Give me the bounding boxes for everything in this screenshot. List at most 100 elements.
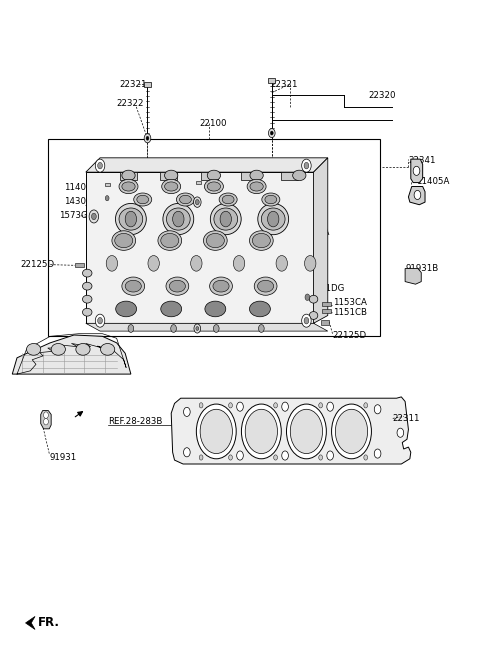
Text: 22100: 22100 [200,119,227,128]
Circle shape [125,212,137,227]
Text: 1153CA: 1153CA [333,298,366,307]
Ellipse shape [26,344,41,355]
Circle shape [413,166,420,175]
Ellipse shape [169,281,185,292]
Circle shape [414,191,421,200]
Ellipse shape [83,269,92,277]
Circle shape [97,162,102,169]
Circle shape [237,451,243,460]
Text: 22320: 22320 [368,91,396,100]
Ellipse shape [250,301,270,317]
Ellipse shape [250,231,273,250]
Circle shape [200,409,232,453]
Circle shape [196,327,199,330]
Ellipse shape [161,301,181,317]
Circle shape [364,403,368,408]
Ellipse shape [116,301,137,317]
Circle shape [193,197,201,208]
Bar [321,320,329,325]
Text: 91931: 91931 [49,453,76,462]
Circle shape [270,131,273,135]
Ellipse shape [254,277,277,295]
Circle shape [97,317,102,324]
Circle shape [146,136,149,140]
Circle shape [301,159,311,172]
Polygon shape [25,616,35,629]
Ellipse shape [122,170,135,181]
Text: 22311: 22311 [393,414,420,423]
Circle shape [195,200,199,205]
Text: 22125D: 22125D [21,260,55,269]
Ellipse shape [210,204,241,235]
Ellipse shape [177,193,194,206]
Text: 1430JB: 1430JB [64,197,95,206]
Text: 1573GE: 1573GE [59,212,93,220]
Circle shape [319,455,323,460]
Circle shape [105,196,109,201]
Ellipse shape [100,344,115,355]
Ellipse shape [161,233,179,248]
Ellipse shape [180,195,192,204]
Circle shape [282,451,288,460]
Ellipse shape [250,170,263,181]
Circle shape [96,159,105,172]
Circle shape [397,428,404,438]
Ellipse shape [252,233,270,248]
Polygon shape [12,335,131,374]
Circle shape [336,409,368,453]
Circle shape [327,402,334,411]
Ellipse shape [76,344,90,355]
Circle shape [304,162,309,169]
Ellipse shape [293,170,306,181]
Circle shape [274,403,277,408]
Bar [241,172,258,180]
Ellipse shape [122,182,135,191]
Ellipse shape [166,277,189,295]
Circle shape [259,325,264,332]
Ellipse shape [205,301,226,317]
Ellipse shape [207,182,220,191]
Circle shape [241,404,281,459]
Circle shape [183,407,190,417]
Circle shape [194,324,201,333]
Ellipse shape [207,170,220,181]
Ellipse shape [309,295,318,303]
Circle shape [374,449,381,458]
Ellipse shape [83,283,92,290]
Polygon shape [86,158,328,172]
Circle shape [290,409,323,453]
Circle shape [144,134,151,143]
Circle shape [220,212,231,227]
Text: 1573GA: 1573GA [154,323,188,332]
Ellipse shape [219,193,237,206]
Circle shape [233,256,245,271]
Circle shape [304,256,316,271]
Circle shape [183,447,190,457]
Bar [144,82,151,87]
Circle shape [148,256,159,271]
Circle shape [332,404,372,459]
Circle shape [106,256,118,271]
Ellipse shape [222,195,234,204]
Ellipse shape [214,208,238,230]
Circle shape [237,402,243,411]
Bar [322,309,331,313]
Circle shape [44,419,48,425]
Ellipse shape [83,295,92,303]
Text: 1573JL: 1573JL [171,198,201,207]
Circle shape [305,294,310,300]
Text: 22321: 22321 [271,79,299,89]
Circle shape [287,404,326,459]
Circle shape [171,325,177,332]
Ellipse shape [158,231,181,250]
Circle shape [44,412,48,419]
Text: 1140FM: 1140FM [64,183,99,192]
Bar [281,172,299,180]
Bar [201,172,218,180]
Bar [268,78,275,83]
Ellipse shape [262,193,280,206]
Ellipse shape [213,281,229,292]
Text: 22321: 22321 [119,79,146,89]
Text: 22341: 22341 [408,156,436,165]
Circle shape [274,455,277,460]
